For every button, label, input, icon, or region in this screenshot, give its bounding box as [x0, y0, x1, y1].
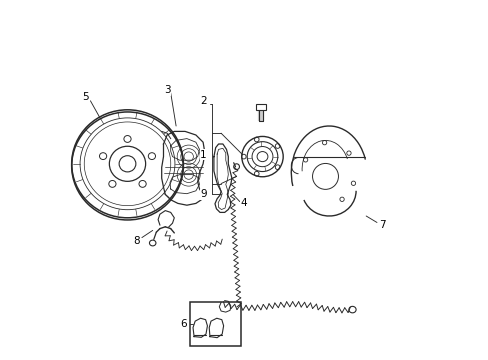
- Bar: [255, 104, 265, 110]
- Text: 8: 8: [133, 236, 140, 246]
- Text: 9: 9: [200, 189, 206, 199]
- Text: 1: 1: [200, 150, 206, 160]
- Text: 6: 6: [180, 319, 186, 329]
- Text: 3: 3: [163, 85, 170, 95]
- Text: 7: 7: [379, 220, 386, 230]
- Text: 2: 2: [200, 96, 206, 106]
- Text: 4: 4: [241, 198, 247, 208]
- Bar: [190, 302, 241, 346]
- Text: 5: 5: [82, 92, 88, 102]
